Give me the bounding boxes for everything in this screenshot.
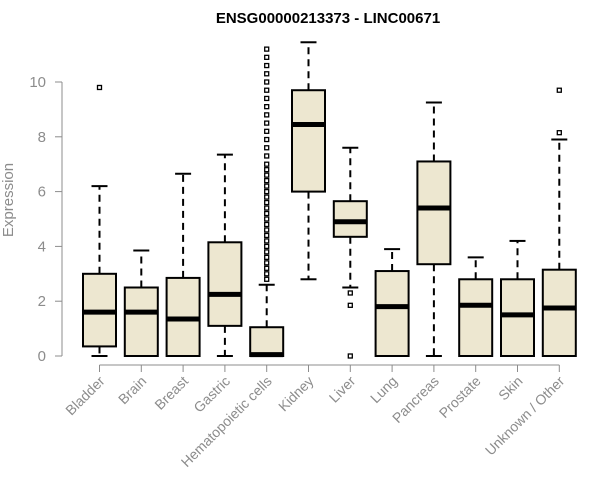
outlier-point	[264, 87, 270, 93]
box-group	[165, 172, 201, 357]
outlier-point	[264, 95, 270, 102]
x-tick-label: Kidney	[275, 373, 317, 415]
outlier-point	[264, 128, 270, 134]
y-tick-label: 2	[38, 293, 46, 310]
outlier-point	[264, 62, 270, 69]
x-tick-label: Lung	[367, 373, 400, 406]
outlier-point	[264, 46, 270, 52]
box-group	[416, 101, 452, 357]
outlier-point	[264, 153, 270, 159]
outlier-point	[264, 238, 270, 244]
box-group	[249, 46, 285, 358]
outlier-point	[264, 120, 270, 126]
box-group	[541, 87, 577, 357]
box	[458, 278, 494, 357]
outlier-point	[264, 216, 270, 222]
outlier-point	[264, 249, 270, 255]
box-group	[291, 41, 326, 281]
outlier-point	[96, 84, 103, 91]
outlier-point	[556, 130, 562, 136]
box	[291, 89, 326, 193]
outlier-point	[264, 71, 270, 77]
outlier-point	[264, 205, 270, 211]
box	[249, 326, 285, 358]
outlier-point	[264, 260, 270, 266]
outlier-point	[556, 87, 562, 93]
chart-title: ENSG00000213373 - LINC00671	[216, 10, 440, 27]
box	[541, 268, 577, 357]
x-tick-label: Bladder	[62, 373, 108, 419]
outlier-point	[264, 79, 270, 85]
outlier-point	[264, 161, 270, 167]
box-group	[458, 256, 494, 357]
outlier-point	[264, 145, 270, 151]
box	[374, 270, 410, 357]
outlier-point	[264, 227, 270, 233]
outlier-point	[264, 271, 270, 277]
outlier-point	[264, 112, 270, 118]
outlier-point	[264, 276, 270, 282]
outlier-point	[264, 243, 270, 250]
outlier-point	[264, 188, 270, 195]
outlier-point	[264, 232, 270, 239]
box-group	[500, 239, 535, 357]
box	[416, 160, 452, 266]
outlier-point	[264, 221, 270, 228]
box-group	[374, 248, 410, 357]
x-tick-label: Unknown / Other	[482, 373, 568, 459]
outlier-point	[347, 290, 353, 296]
box	[123, 286, 159, 357]
y-axis-label: Expression	[0, 163, 17, 237]
x-tick-label: Liver	[326, 373, 359, 406]
outlier-point	[264, 194, 270, 200]
y-tick-label: 8	[38, 129, 46, 146]
outlier-point	[264, 136, 270, 143]
y-tick-label: 10	[29, 74, 46, 91]
outlier-point	[264, 172, 270, 178]
outlier-point	[347, 302, 353, 308]
box-group	[332, 146, 368, 359]
y-tick-label: 6	[38, 184, 46, 201]
outlier-point	[264, 104, 270, 110]
box	[500, 278, 535, 357]
box-group	[123, 249, 159, 357]
x-tick-label: Brain	[115, 373, 149, 407]
outlier-point	[264, 199, 270, 206]
box-group	[82, 84, 117, 357]
outlier-point	[264, 265, 270, 271]
y-tick-label: 4	[38, 238, 46, 255]
outlier-point	[264, 254, 270, 261]
outlier-point	[264, 167, 270, 173]
box	[332, 200, 368, 238]
x-tick-label: Skin	[495, 373, 526, 404]
x-tick-label: Breast	[151, 373, 191, 413]
y-axis: 0 2 4 6 8 10	[29, 74, 63, 365]
outlier-point	[264, 183, 270, 189]
outlier-point	[264, 177, 270, 184]
y-tick-label: 0	[38, 348, 46, 365]
outlier-point	[347, 353, 353, 359]
boxes-group	[82, 41, 577, 359]
x-tick-label: Prostate	[436, 373, 484, 421]
box-group	[207, 153, 243, 357]
box	[207, 241, 243, 327]
outlier-point	[264, 54, 270, 60]
outlier-point	[264, 210, 270, 217]
